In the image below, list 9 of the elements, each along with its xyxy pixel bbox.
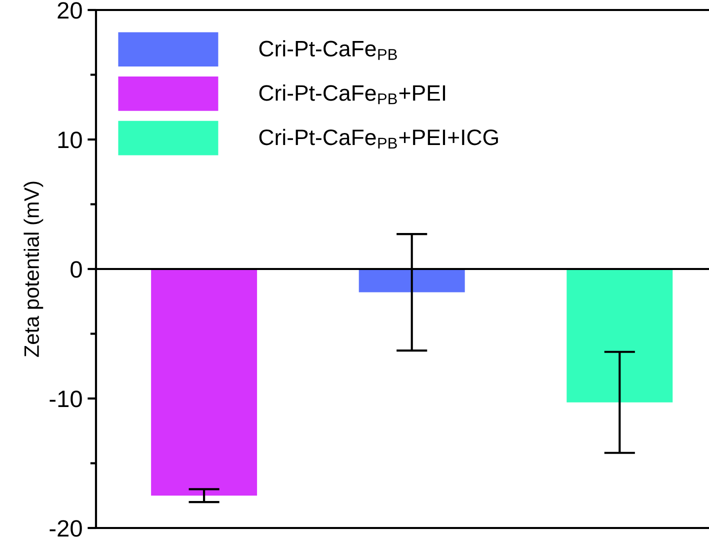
y-tick-label: 0 <box>70 261 82 278</box>
y-tick-label: -10 <box>50 390 82 408</box>
legend-label: Cri-Pt-CaFe$_{PB}$+PEI+ICG <box>259 128 498 149</box>
y-tick-label: -20 <box>50 520 82 537</box>
y-tick-label: 10 <box>58 132 82 148</box>
legend-label: Cri-Pt-CaFe$_{PB}$ <box>259 40 397 60</box>
y-axis-title: Zeta potential (mV) <box>24 182 44 357</box>
legend-label: Cri-Pt-CaFe$_{PB}$+PEI <box>259 84 446 104</box>
y-tick-label: 20 <box>58 2 82 19</box>
